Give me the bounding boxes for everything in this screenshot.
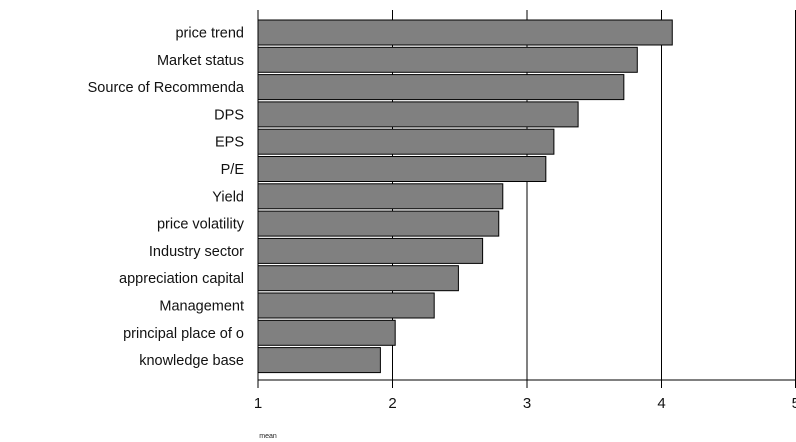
bar-3 xyxy=(257,101,579,128)
category-label: principal place of o xyxy=(123,326,244,342)
bar-8 xyxy=(257,237,484,264)
bar-10 xyxy=(257,292,435,319)
bar-5 xyxy=(257,156,547,182)
category-label: knowledge base xyxy=(139,353,244,369)
category-label: P/E xyxy=(221,162,245,178)
tick-label: 3 xyxy=(523,395,531,412)
category-label: Source of Recommenda xyxy=(88,80,245,96)
category-label: Industry sector xyxy=(149,244,244,260)
bar-6 xyxy=(257,183,504,210)
bar-9 xyxy=(257,265,459,292)
bars xyxy=(257,19,673,374)
bar-2 xyxy=(257,74,625,101)
bar-4 xyxy=(257,128,555,155)
bar-0 xyxy=(257,19,673,46)
tick-label: 2 xyxy=(388,395,396,412)
bar-7 xyxy=(257,210,500,237)
category-label: Management xyxy=(159,299,244,315)
bar-1 xyxy=(257,46,638,73)
category-label: Market status xyxy=(157,53,244,69)
x-axis-title: mean xyxy=(259,433,277,440)
category-label: price volatility xyxy=(157,217,245,233)
category-labels: price trend Market status Source of Recomm… xyxy=(88,26,245,370)
category-label: EPS xyxy=(215,135,244,151)
category-label: price trend xyxy=(175,26,244,42)
x-axis-ticks: 1 2 3 4 5 xyxy=(254,380,796,412)
category-label: Yield xyxy=(212,189,244,205)
tick-label: 5 xyxy=(792,395,796,412)
tick-label: 4 xyxy=(657,395,665,412)
bar-12 xyxy=(257,347,381,374)
category-label: DPS xyxy=(214,107,244,123)
tick-label: 1 xyxy=(254,395,262,412)
bar-11 xyxy=(257,319,396,346)
category-label: appreciation capital xyxy=(119,271,244,287)
